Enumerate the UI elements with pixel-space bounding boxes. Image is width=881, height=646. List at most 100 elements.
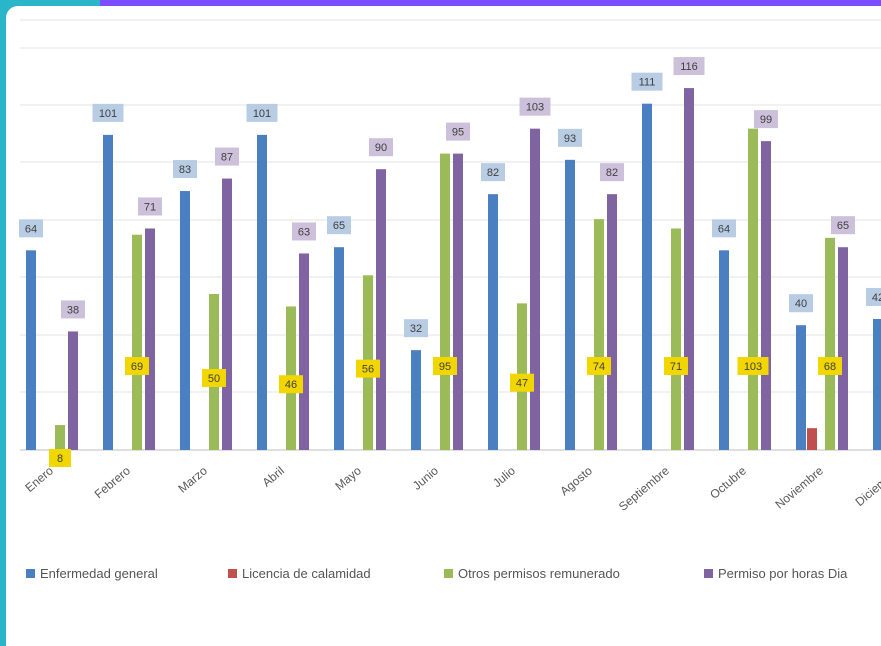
data-label: 69 <box>125 357 149 375</box>
svg-text:65: 65 <box>333 220 345 232</box>
data-label: 65 <box>327 216 351 235</box>
data-label: 8 <box>49 449 71 467</box>
legend: Enfermedad general Licencia de calamidad O… <box>26 566 881 588</box>
data-label: 95 <box>446 122 470 141</box>
bar <box>103 134 113 450</box>
bar <box>26 250 36 450</box>
bar <box>873 318 881 450</box>
data-label: 99 <box>754 110 778 129</box>
x-tick-label: Agosto <box>557 463 595 498</box>
legend-item: Permiso por horas Dia <box>704 566 847 581</box>
bar <box>719 250 729 450</box>
data-label: 90 <box>369 138 393 157</box>
x-tick-label: Octubre <box>707 463 749 501</box>
data-label: 93 <box>558 128 582 147</box>
svg-text:47: 47 <box>516 378 528 390</box>
svg-text:83: 83 <box>179 164 191 176</box>
data-label: 103 <box>519 97 551 116</box>
svg-text:95: 95 <box>452 127 464 139</box>
svg-text:101: 101 <box>99 108 117 120</box>
data-label: 74 <box>587 357 611 375</box>
data-label: 87 <box>215 147 239 166</box>
bar <box>488 194 498 450</box>
svg-text:40: 40 <box>795 298 807 310</box>
svg-text:8: 8 <box>57 453 63 465</box>
legend-swatch <box>444 569 453 578</box>
svg-text:116: 116 <box>680 61 698 73</box>
svg-text:93: 93 <box>564 133 576 145</box>
svg-text:82: 82 <box>487 167 499 179</box>
data-label: 95 <box>433 357 457 375</box>
bar <box>642 103 652 451</box>
x-tick-label: Julio <box>490 463 518 490</box>
data-label: 71 <box>138 197 162 216</box>
data-label: 42 <box>866 287 881 306</box>
svg-text:103: 103 <box>744 361 762 373</box>
data-label: 101 <box>92 103 124 122</box>
legend-label: Licencia de calamidad <box>242 566 371 581</box>
data-label: 83 <box>173 160 197 179</box>
bar <box>453 153 463 450</box>
svg-text:46: 46 <box>285 379 297 391</box>
data-label: 40 <box>789 294 813 313</box>
bar <box>68 331 78 450</box>
data-label: 50 <box>202 369 226 387</box>
bar <box>334 247 344 450</box>
x-tick-label: Enero <box>22 463 56 495</box>
data-label: 116 <box>673 57 705 76</box>
data-label: 71 <box>664 357 688 375</box>
data-label: 101 <box>246 103 278 122</box>
x-tick-label: Febrero <box>92 463 133 501</box>
x-tick-label: Mayo <box>332 463 364 493</box>
bar <box>299 253 309 450</box>
bars <box>26 88 881 451</box>
x-tick-labels: Enero Febrero Marzo Abril Mayo Junio Julio Agos… <box>22 463 881 513</box>
bar <box>825 237 835 450</box>
bar <box>565 159 575 450</box>
svg-text:32: 32 <box>410 323 422 335</box>
svg-text:71: 71 <box>144 201 156 213</box>
svg-text:111: 111 <box>639 77 656 89</box>
bar <box>594 219 604 450</box>
legend-label: Otros permisos remunerado <box>458 566 620 581</box>
bar <box>411 350 421 450</box>
bar <box>807 428 817 450</box>
x-tick-label: Junio <box>410 463 441 492</box>
data-label: 38 <box>61 300 85 319</box>
data-label: 103 <box>737 357 769 375</box>
bar <box>796 325 806 450</box>
x-tick-label: Abril <box>260 464 287 490</box>
svg-text:82: 82 <box>606 167 618 179</box>
x-tick-label: Marzo <box>175 463 210 495</box>
legend-swatch <box>704 569 713 578</box>
svg-text:68: 68 <box>824 361 836 373</box>
bar <box>145 228 155 450</box>
data-label: 47 <box>510 373 534 392</box>
svg-text:101: 101 <box>253 108 271 120</box>
bar <box>607 194 617 450</box>
data-label: 46 <box>279 375 303 394</box>
svg-text:95: 95 <box>439 361 451 373</box>
data-labels: 64 8 38 101 69 71 83 50 87 101 46 63 65 56 90 32 95 95 82 4… <box>19 57 881 467</box>
bar <box>222 178 232 450</box>
data-label: 64 <box>712 219 736 238</box>
svg-text:64: 64 <box>25 223 37 235</box>
bar-chart: 64 8 38 101 69 71 83 50 87 101 46 63 65 56 90 32 95 95 82 4… <box>19 19 881 514</box>
data-label: 32 <box>404 319 428 338</box>
svg-text:87: 87 <box>221 152 233 164</box>
x-tick-label: Noviembre <box>772 463 826 511</box>
x-tick-label: Septiembre <box>616 463 672 513</box>
svg-text:99: 99 <box>760 114 772 126</box>
bar <box>180 191 190 451</box>
bar <box>257 134 267 450</box>
bar <box>440 153 450 450</box>
svg-text:64: 64 <box>718 223 730 235</box>
bar <box>132 234 142 450</box>
data-label: 111 <box>631 72 663 91</box>
legend-label: Permiso por horas Dia <box>718 566 848 581</box>
x-tick-label: Diciembre <box>853 463 881 509</box>
svg-text:71: 71 <box>670 361 682 373</box>
legend-item: Otros permisos remunerado <box>444 566 620 581</box>
svg-text:63: 63 <box>298 226 310 238</box>
legend-item: Enfermedad general <box>26 566 158 581</box>
